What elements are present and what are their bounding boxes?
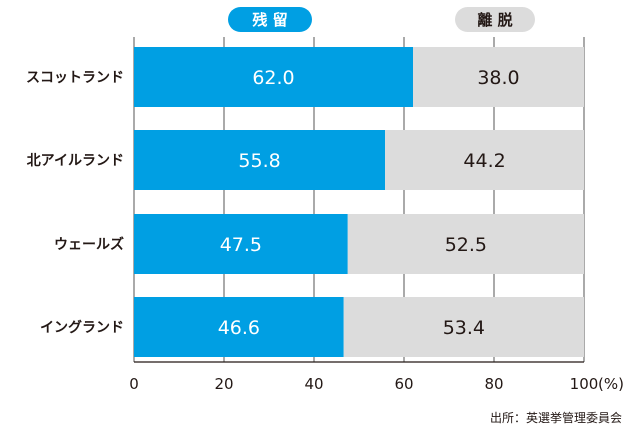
category-label-3: イングランド xyxy=(40,319,124,336)
value-label-remain-3: 46.6 xyxy=(218,317,260,339)
x-tick-label-80: 80 xyxy=(484,375,503,393)
bar-leave-2 xyxy=(347,214,584,274)
x-tick-label-100: 100 xyxy=(570,375,599,393)
x-axis: 0 20 40 60 80 100 (%) xyxy=(129,361,624,393)
category-label-2: ウェールズ xyxy=(54,236,124,253)
x-tick-label-20: 20 xyxy=(214,375,233,393)
bars: 62.0 38.0 55.8 44.2 47.5 52.5 46.6 53.4 xyxy=(134,47,584,357)
bar-leave-0 xyxy=(413,47,584,107)
value-label-leave-2: 52.5 xyxy=(445,234,487,256)
legend-swatch-leave xyxy=(455,7,535,32)
bar-remain-1 xyxy=(134,130,386,190)
x-unit-label: (%) xyxy=(598,375,624,393)
x-tick-label-40: 40 xyxy=(304,375,323,393)
bar-remain-3 xyxy=(134,297,344,357)
category-label-1: 北アイルランド xyxy=(27,153,124,169)
legend: 残 留離 脱 xyxy=(228,7,535,32)
category-label-0: スコットランド xyxy=(26,70,124,86)
legend-label-remain: 残 留 xyxy=(252,11,287,29)
bar-leave-3 xyxy=(343,297,584,357)
legend-swatch-remain xyxy=(228,7,312,32)
value-label-leave-3: 53.4 xyxy=(443,317,485,339)
value-label-remain-2: 47.5 xyxy=(220,234,262,256)
value-label-remain-0: 62.0 xyxy=(252,67,294,89)
legend-label-leave: 離 脱 xyxy=(477,11,512,29)
value-label-leave-1: 44.2 xyxy=(463,150,505,172)
x-tick-label-0: 0 xyxy=(129,375,139,393)
x-tick-label-60: 60 xyxy=(394,375,413,393)
bar-remain-0 xyxy=(134,47,413,107)
value-label-remain-1: 55.8 xyxy=(238,150,280,172)
bar-leave-1 xyxy=(385,130,584,190)
source-note: 出所：英選挙管理委員会 xyxy=(490,410,622,425)
value-label-leave-0: 38.0 xyxy=(477,67,519,89)
bar-remain-2 xyxy=(134,214,348,274)
